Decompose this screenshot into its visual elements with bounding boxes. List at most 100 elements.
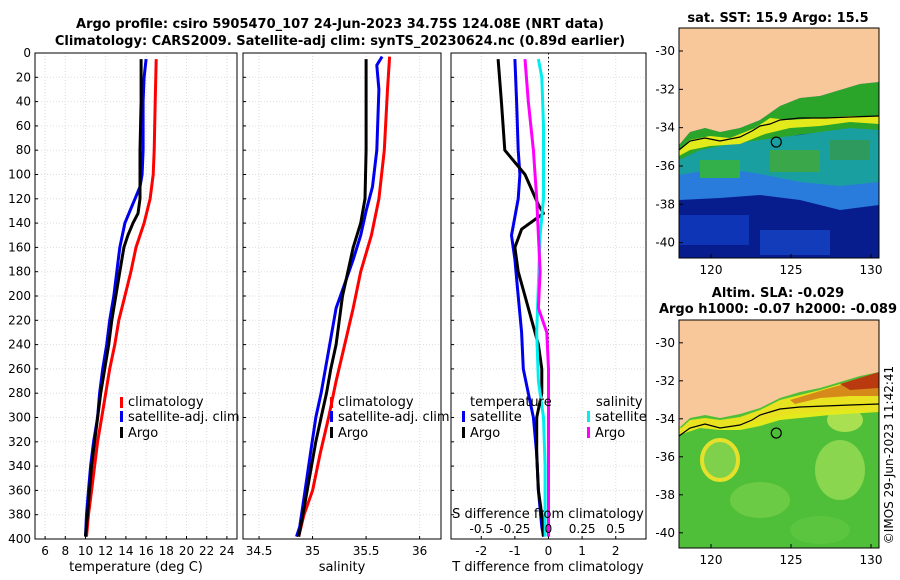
depth-tick-label: 20: [16, 70, 31, 84]
depth-tick-label: 320: [8, 435, 31, 449]
depth-tick-label: 380: [8, 508, 31, 522]
legend-label-t-argo: Argo: [470, 426, 500, 441]
x-tick-label: 35: [305, 544, 320, 558]
legend-swatch-s-argo: [587, 427, 590, 438]
salinity-panel: 34.5 35 35.5 36 salinity climatology satell…: [242, 52, 450, 575]
legend-label-t-satellite: satellite: [470, 410, 522, 425]
lon-tick-label: 120: [700, 263, 723, 277]
legend-title-temperature: temperature: [470, 395, 552, 410]
legend-swatch-s-satellite: [587, 411, 590, 422]
lat-tick-label: -34: [655, 121, 675, 135]
difference-legend: temperature satellite Argo salinity sate…: [462, 395, 647, 441]
temperature-tick-labels: 6 8 10 12 14 16 18 20 22 24: [41, 544, 234, 558]
temp-argo-line: [84, 59, 143, 537]
depth-tick-label: 160: [8, 240, 31, 254]
salinity-legend: climatology satellite-adj. clim Argo: [330, 395, 450, 441]
diff-temperature-argo-line: [496, 58, 545, 537]
lat-tick-label: -38: [655, 488, 675, 502]
legend-label-satellite: satellite-adj. clim: [128, 410, 240, 425]
lon-tick-label: 120: [700, 553, 723, 567]
lon-tick-label: 125: [780, 553, 803, 567]
difference-grid: [451, 52, 646, 540]
x-tick-label: 35.5: [353, 544, 380, 558]
sla-map-lat-ticks: -30 -32 -34 -36 -38 -40: [655, 336, 683, 540]
lat-tick-label: -40: [655, 236, 675, 250]
sst-map-title: sat. SST: 15.9 Argo: 15.5: [687, 11, 868, 26]
depth-tick-label: 40: [16, 95, 31, 109]
x-tick-label: 36: [412, 544, 427, 558]
depth-tick-label: 100: [8, 168, 31, 182]
legend-label-argo: Argo: [128, 426, 158, 441]
sla-map: Altim. SLA: -0.029 Argo h1000: -0.07 h20…: [655, 286, 897, 567]
depth-tick-label: 60: [16, 119, 31, 133]
s-tick-label: -0.5: [470, 522, 493, 536]
difference-axes-box: [450, 52, 647, 540]
salinity-tick-labels: 34.5 35 35.5 36: [246, 544, 428, 558]
salinity-axes-box: [242, 52, 442, 540]
sst-map-lat-ticks: -30 -32 -34 -36 -38 -40: [655, 44, 683, 250]
x-tick-label: 6: [41, 544, 49, 558]
sla-map-frame: [678, 319, 880, 549]
sst-map-frame: [678, 27, 880, 259]
x-tick-label: -2: [475, 544, 487, 558]
depth-tick-label: 140: [8, 216, 31, 230]
lon-tick-label: 125: [780, 263, 803, 277]
depth-tick-label: 340: [8, 459, 31, 473]
depth-tick-label: 0: [23, 46, 31, 60]
temperature-panel: 0 20 40 60 80 100 120 140 160 180 200 220 240 260 280 3…: [8, 46, 240, 575]
s-difference-tick-labels: -0.5 -0.25 0 0.25 0.5: [470, 522, 626, 536]
argo-location-marker: [770, 427, 782, 439]
x-tick-label: 18: [159, 544, 174, 558]
lat-tick-label: -34: [655, 412, 675, 426]
sla-map-title-line2: Argo h1000: -0.07 h2000: -0.089: [659, 302, 897, 317]
depth-tick-label: 260: [8, 362, 31, 376]
difference-panel: S difference from climatology -0.5 -0.25 0…: [450, 52, 647, 575]
argo-location-marker: [770, 136, 782, 148]
legend-label-climatology: climatology: [338, 395, 414, 410]
depth-tick-label: 200: [8, 289, 31, 303]
legend-swatch-t-satellite: [462, 411, 465, 422]
sla-map-title-line1: Altim. SLA: -0.029: [712, 286, 844, 301]
sst-map-image: [679, 28, 879, 258]
sal-climatology-line: [297, 56, 392, 537]
x-tick-label: 16: [138, 544, 153, 558]
temperature-grid: [35, 52, 237, 540]
legend-label-satellite: satellite-adj. clim: [338, 410, 450, 425]
diff-salinity-argo-line: [523, 58, 550, 537]
x-tick-label: 20: [179, 544, 194, 558]
x-tick-label: 22: [199, 544, 214, 558]
depth-tick-label: 220: [8, 313, 31, 327]
s-tick-label: 0.5: [606, 522, 625, 536]
legend-title-salinity: salinity: [596, 395, 643, 410]
lat-tick-label: -36: [655, 159, 675, 173]
legend-swatch-satellite: [330, 411, 333, 422]
lat-tick-label: -30: [655, 44, 675, 58]
depth-tick-label: 80: [16, 143, 31, 157]
lat-tick-label: -36: [655, 450, 675, 464]
salinity-lines: [295, 55, 392, 538]
depth-tick-label: 300: [8, 411, 31, 425]
sst-map: sat. SST: 15.9 Argo: 15.5 -30-32-34-36-3…: [655, 11, 882, 277]
depth-tick-label: 280: [8, 386, 31, 400]
legend-swatch-t-argo: [462, 427, 465, 438]
lat-tick-label: -32: [655, 374, 675, 388]
x-tick-label: 0: [545, 544, 553, 558]
depth-tick-label: 180: [8, 265, 31, 279]
legend-swatch-argo: [330, 427, 333, 438]
legend-swatch-climatology: [120, 397, 123, 408]
legend-label-argo: Argo: [338, 426, 368, 441]
temperature-xlabel: temperature (deg C): [69, 560, 203, 575]
x-tick-label: 2: [612, 544, 620, 558]
sal-satellite-adj-clim-line: [295, 55, 384, 538]
imos-watermark: ©IMOS 29-Jun-2023 11:42:41: [882, 366, 896, 544]
figure-title-line1: Argo profile: csiro 5905470_107 24-Jun-2…: [76, 17, 604, 32]
x-tick-label: 1: [578, 544, 586, 558]
x-tick-label: 24: [219, 544, 234, 558]
temperature-lines: [84, 58, 158, 537]
lon-tick-label: 130: [860, 263, 883, 277]
s-tick-label: -0.25: [499, 522, 530, 536]
legend-swatch-climatology: [330, 397, 333, 408]
lat-tick-label: -40: [655, 526, 675, 540]
temperature-axes-box: [34, 52, 238, 540]
